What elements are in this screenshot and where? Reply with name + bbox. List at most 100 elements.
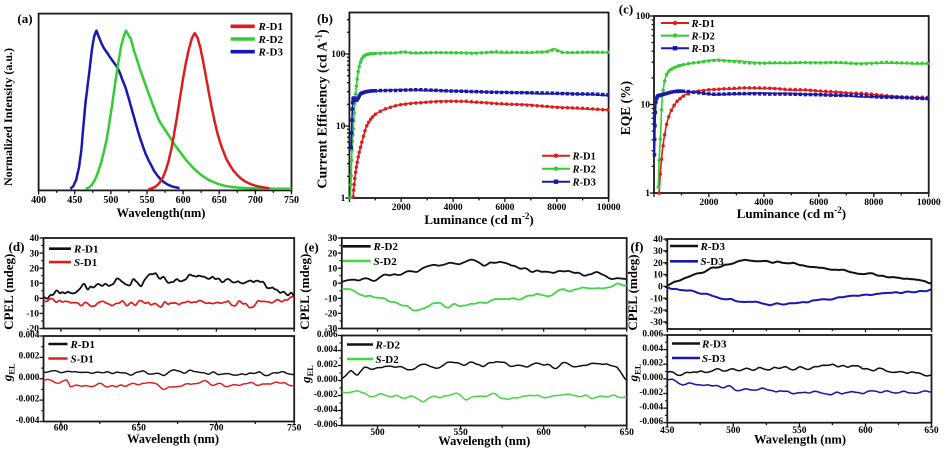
svg-text:600: 600 bbox=[54, 424, 69, 434]
svg-text:10000: 10000 bbox=[917, 198, 941, 208]
svg-text:R-D2: R-D2 bbox=[691, 31, 715, 42]
svg-text:-0.006: -0.006 bbox=[314, 419, 338, 429]
svg-text:0: 0 bbox=[658, 283, 663, 293]
svg-text:1: 1 bbox=[341, 194, 346, 204]
svg-text:0.000: 0.000 bbox=[642, 372, 663, 382]
svg-text:CPEL (mdeg): CPEL (mdeg) bbox=[1, 254, 16, 330]
svg-text:10: 10 bbox=[30, 279, 40, 289]
svg-text:(e): (e) bbox=[304, 240, 318, 255]
svg-text:2000: 2000 bbox=[699, 198, 718, 208]
svg-text:gEL: gEL bbox=[626, 363, 643, 382]
svg-text:4000: 4000 bbox=[444, 203, 463, 213]
svg-text:Luminance (cd m-2): Luminance (cd m-2) bbox=[737, 205, 846, 221]
svg-text:Current Efficiency (cd A-1): Current Efficiency (cd A-1) bbox=[314, 29, 331, 189]
svg-text:600: 600 bbox=[176, 195, 191, 206]
svg-text:(b): (b) bbox=[317, 11, 333, 26]
svg-text:10: 10 bbox=[653, 271, 663, 281]
svg-text:0.002: 0.002 bbox=[19, 351, 40, 361]
svg-text:550: 550 bbox=[792, 426, 807, 436]
svg-text:0.002: 0.002 bbox=[317, 359, 338, 369]
svg-text:-20: -20 bbox=[650, 306, 663, 316]
svg-text:0.004: 0.004 bbox=[317, 344, 338, 354]
svg-text:4000: 4000 bbox=[754, 198, 773, 208]
svg-text:750: 750 bbox=[287, 424, 302, 434]
svg-text:Normalized Intensity (a.u.): Normalized Intensity (a.u.) bbox=[1, 48, 15, 186]
svg-text:-10: -10 bbox=[325, 295, 338, 305]
svg-text:(d): (d) bbox=[9, 239, 25, 254]
svg-text:-30: -30 bbox=[325, 325, 338, 335]
svg-text:R-D2: R-D2 bbox=[572, 165, 596, 176]
svg-text:0.002: 0.002 bbox=[642, 358, 663, 368]
svg-text:Wavelength (nm): Wavelength (nm) bbox=[438, 434, 530, 448]
svg-text:R-D1: R-D1 bbox=[691, 19, 715, 30]
svg-text:Luminance (cd m-2): Luminance (cd m-2) bbox=[424, 211, 533, 227]
svg-text:Wavelength (nm): Wavelength (nm) bbox=[754, 433, 846, 447]
svg-text:gEL: gEL bbox=[0, 363, 17, 382]
svg-text:-0.002: -0.002 bbox=[639, 387, 663, 397]
svg-text:6000: 6000 bbox=[495, 203, 514, 213]
svg-text:600: 600 bbox=[858, 426, 873, 436]
svg-text:R-D1: R-D1 bbox=[258, 21, 283, 33]
svg-text:450: 450 bbox=[67, 195, 82, 206]
svg-text:450: 450 bbox=[660, 426, 675, 436]
svg-text:-0.002: -0.002 bbox=[16, 393, 40, 403]
svg-text:R-D2: R-D2 bbox=[375, 339, 401, 351]
svg-text:100: 100 bbox=[636, 12, 651, 22]
svg-text:-0.004: -0.004 bbox=[16, 415, 40, 425]
svg-text:30: 30 bbox=[30, 249, 40, 259]
svg-text:650: 650 bbox=[924, 426, 939, 436]
svg-text:-0.002: -0.002 bbox=[314, 389, 338, 399]
svg-text:Wavelength (nm): Wavelength (nm) bbox=[127, 432, 219, 446]
svg-text:100: 100 bbox=[331, 50, 346, 60]
svg-text:550: 550 bbox=[140, 195, 155, 206]
svg-text:R-D1: R-D1 bbox=[572, 152, 596, 163]
svg-text:R-D2: R-D2 bbox=[258, 34, 284, 46]
svg-text:S-D1: S-D1 bbox=[74, 257, 97, 269]
svg-text:-0.004: -0.004 bbox=[639, 401, 663, 411]
svg-text:(f): (f) bbox=[631, 239, 644, 254]
svg-text:S-D1: S-D1 bbox=[71, 353, 94, 365]
svg-text:Wavelength(nm): Wavelength(nm) bbox=[117, 206, 206, 220]
svg-text:650: 650 bbox=[132, 424, 147, 434]
svg-text:650: 650 bbox=[620, 428, 635, 438]
svg-text:2000: 2000 bbox=[392, 203, 411, 213]
svg-text:-0.004: -0.004 bbox=[314, 404, 338, 414]
svg-text:R-D3: R-D3 bbox=[572, 178, 596, 189]
svg-text:S-D3: S-D3 bbox=[702, 353, 726, 365]
svg-text:700: 700 bbox=[248, 195, 263, 206]
svg-text:CPEL (mdeg): CPEL (mdeg) bbox=[297, 254, 312, 330]
svg-text:S-D2: S-D2 bbox=[374, 256, 398, 268]
svg-text:-30: -30 bbox=[650, 318, 663, 328]
svg-text:10: 10 bbox=[328, 264, 338, 274]
svg-text:500: 500 bbox=[370, 428, 385, 438]
svg-text:CPEL (mdeg): CPEL (mdeg) bbox=[625, 254, 640, 330]
svg-text:R-D1: R-D1 bbox=[73, 244, 98, 256]
svg-text:600: 600 bbox=[536, 428, 551, 438]
svg-text:R-D3: R-D3 bbox=[691, 44, 715, 55]
svg-text:8000: 8000 bbox=[547, 203, 566, 213]
svg-text:0.000: 0.000 bbox=[19, 372, 40, 382]
svg-text:R-D3: R-D3 bbox=[700, 241, 726, 253]
svg-text:10: 10 bbox=[336, 122, 346, 132]
svg-text:(a): (a) bbox=[17, 11, 32, 26]
svg-text:40: 40 bbox=[653, 235, 663, 245]
svg-text:R-D2: R-D2 bbox=[373, 241, 399, 253]
svg-text:6000: 6000 bbox=[809, 198, 828, 208]
svg-text:0.000: 0.000 bbox=[317, 374, 338, 384]
svg-text:R-D1: R-D1 bbox=[70, 339, 95, 351]
svg-text:700: 700 bbox=[209, 424, 224, 434]
svg-text:0.006: 0.006 bbox=[642, 328, 663, 338]
svg-text:0.004: 0.004 bbox=[19, 329, 40, 339]
svg-text:0.006: 0.006 bbox=[317, 329, 338, 339]
svg-text:750: 750 bbox=[284, 195, 299, 206]
svg-text:-20: -20 bbox=[325, 310, 338, 320]
svg-text:S-D2: S-D2 bbox=[376, 354, 400, 366]
svg-text:20: 20 bbox=[328, 249, 338, 259]
svg-text:20: 20 bbox=[653, 259, 663, 269]
svg-text:-0.006: -0.006 bbox=[639, 416, 663, 426]
svg-text:-10: -10 bbox=[650, 294, 663, 304]
svg-text:8000: 8000 bbox=[864, 198, 883, 208]
svg-text:gEL: gEL bbox=[298, 365, 315, 384]
svg-text:10000: 10000 bbox=[597, 203, 621, 213]
svg-text:0: 0 bbox=[333, 279, 338, 289]
